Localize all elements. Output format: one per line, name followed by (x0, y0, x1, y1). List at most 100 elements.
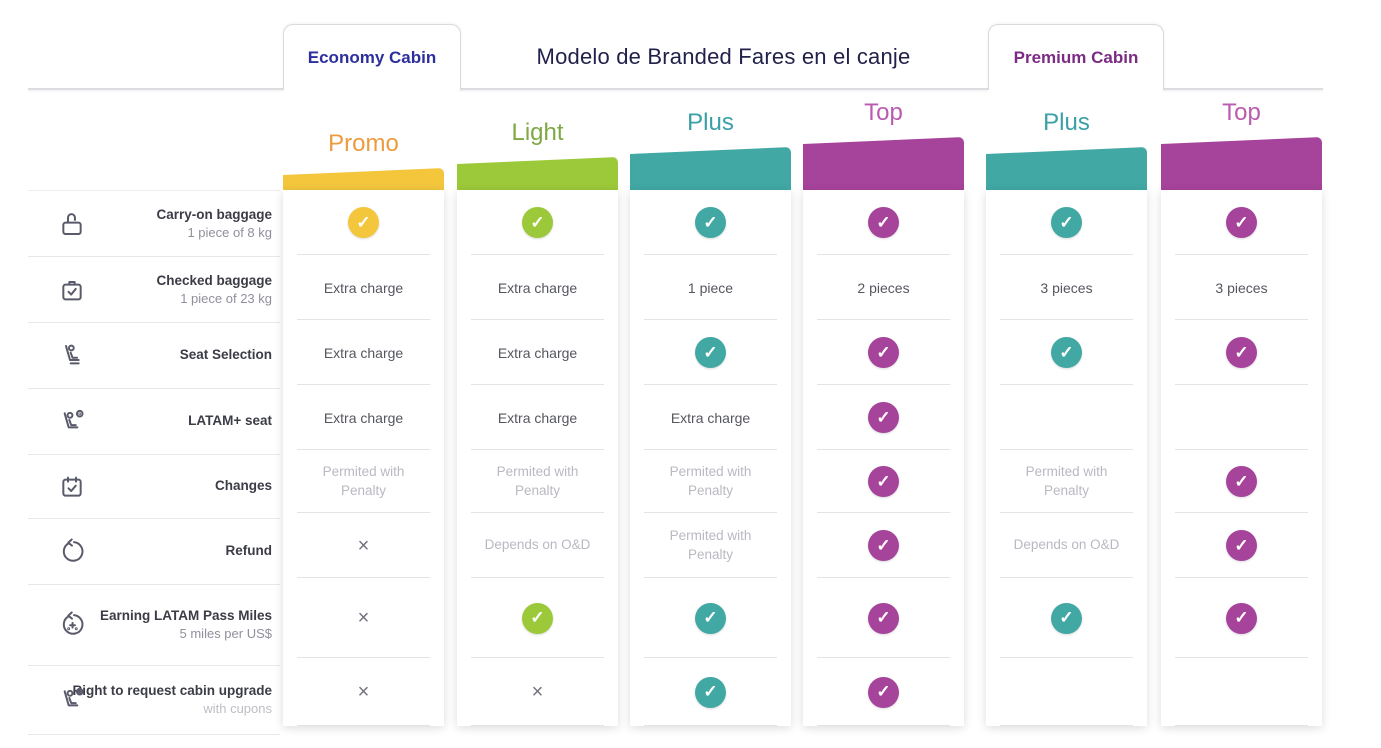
cell-premium-top-carry-on-baggage: ✓ (1161, 190, 1322, 255)
cell-economy-plus-earning-latam-pass-miles: ✓ (630, 578, 791, 658)
row-label-text-checked-baggage: Checked baggage 1 piece of 23 kg (156, 272, 280, 308)
row-title: LATAM+ seat (188, 413, 272, 429)
cell-economy-light-checked-baggage: Extra charge (457, 255, 618, 320)
cell-economy-light-carry-on-baggage: ✓ (457, 190, 618, 255)
cell-economy-light-refund: Depends on O&D (457, 513, 618, 578)
cell-divider (817, 449, 950, 450)
cell-divider (1000, 319, 1133, 320)
row-title: Changes (214, 478, 272, 494)
fare-name-economy-light: Light (511, 119, 564, 146)
row-title: Earning LATAM Pass Miles (99, 608, 272, 624)
fare-banner-premium-top (1161, 137, 1322, 190)
cell-divider (1000, 577, 1133, 578)
cross-icon: × (357, 607, 370, 629)
tab-premium-cabin[interactable]: Premium Cabin (988, 24, 1164, 90)
cell-value: 3 pieces (1215, 279, 1268, 296)
fare-banner-economy-promo (283, 168, 444, 190)
cell-premium-plus-seat-selection: ✓ (986, 320, 1147, 385)
fare-banner-economy-light (457, 157, 618, 190)
carry-on-baggage-icon (56, 208, 88, 240)
cell-divider (1175, 512, 1308, 513)
latam-plus-seat-icon (56, 406, 88, 438)
cell-premium-plus-refund: Depends on O&D (986, 513, 1147, 578)
cell-divider (644, 725, 777, 726)
check-icon: ✓ (868, 530, 899, 561)
cell-divider (1175, 725, 1308, 726)
cell-divider (1175, 657, 1308, 658)
cell-economy-light-latam-seat: Extra charge (457, 385, 618, 450)
cell-economy-promo-seat-selection: Extra charge (283, 320, 444, 385)
cell-economy-plus-checked-baggage: 1 piece (630, 255, 791, 320)
check-icon: ✓ (868, 337, 899, 368)
check-icon: ✓ (868, 207, 899, 238)
fare-column-header-economy-top: Top (803, 99, 964, 190)
cell-premium-top-refund: ✓ (1161, 513, 1322, 578)
row-title: Right to request cabin upgrade (72, 683, 272, 699)
tab-economy-cabin-label: Economy Cabin (307, 47, 437, 67)
row-subtitle: 1 piece of 8 kg (187, 224, 272, 240)
refund-icon (56, 536, 88, 568)
cell-economy-promo-earning-latam-pass-miles: × (283, 578, 444, 658)
cell-premium-plus-earning-latam-pass-miles: ✓ (986, 578, 1147, 658)
cell-divider (644, 577, 777, 578)
cell-divider (817, 512, 950, 513)
cell-divider (644, 449, 777, 450)
cell-economy-top-carry-on-baggage: ✓ (803, 190, 964, 255)
cell-economy-plus-right-to-request-cabin-upgrade: ✓ (630, 658, 791, 726)
cell-divider (471, 725, 604, 726)
row-label-carry-on-baggage: Carry-on baggage 1 piece of 8 kg (28, 190, 280, 257)
check-icon: ✓ (1226, 602, 1257, 634)
check-icon: ✓ (1051, 602, 1082, 634)
cell-divider (817, 319, 950, 320)
fare-name-economy-promo: Promo (328, 130, 399, 157)
tabs-baseline-left (28, 88, 283, 90)
cell-economy-promo-checked-baggage: Extra charge (283, 255, 444, 320)
cell-premium-top-earning-latam-pass-miles: ✓ (1161, 578, 1322, 658)
fare-column-header-economy-promo: Promo (283, 100, 444, 190)
cross-icon: × (531, 681, 544, 703)
cell-value: Permited with Penalty (322, 464, 405, 498)
cell-value: 1 piece (687, 279, 734, 296)
cell-value: Extra charge (323, 279, 404, 296)
tab-economy-cabin[interactable]: Economy Cabin (283, 24, 461, 90)
fare-banner-premium-plus (986, 147, 1147, 190)
cell-divider (817, 254, 950, 255)
cell-divider (644, 319, 777, 320)
row-subtitle: with cupons (203, 701, 272, 717)
fare-name-economy-top: Top (864, 99, 903, 126)
cell-divider (1175, 319, 1308, 320)
cell-divider (297, 449, 430, 450)
cell-value: Extra charge (497, 409, 578, 426)
cell-value: Extra charge (670, 409, 751, 426)
cell-premium-top-seat-selection: ✓ (1161, 320, 1322, 385)
check-icon: ✓ (868, 676, 899, 708)
cell-economy-light-seat-selection: Extra charge (457, 320, 618, 385)
cell-premium-top-checked-baggage: 3 pieces (1161, 255, 1322, 320)
row-label-changes: Changes (28, 455, 280, 519)
cell-economy-light-changes: Permited with Penalty (457, 450, 618, 513)
cell-divider (471, 449, 604, 450)
cell-divider (471, 577, 604, 578)
fare-card-premium-plus: ✓ 3 pieces ✓ Permited with Penalty Depends o… (986, 190, 1147, 726)
check-icon: ✓ (522, 207, 553, 238)
cell-value: Permited with Penalty (1025, 464, 1108, 498)
cell-economy-top-earning-latam-pass-miles: ✓ (803, 578, 964, 658)
row-label-text-earning-latam-pass-miles: Earning LATAM Pass Miles 5 miles per US$ (100, 607, 280, 643)
cell-premium-plus-changes: Permited with Penalty (986, 450, 1147, 513)
check-icon: ✓ (1226, 337, 1257, 368)
check-icon: ✓ (695, 602, 726, 634)
cell-divider (1175, 384, 1308, 385)
cell-economy-promo-changes: Permited with Penalty (283, 450, 444, 513)
cell-divider (471, 512, 604, 513)
cell-economy-light-right-to-request-cabin-upgrade: × (457, 658, 618, 726)
cell-divider (644, 657, 777, 658)
cell-divider (1000, 657, 1133, 658)
cell-value: Extra charge (497, 279, 578, 296)
cell-value: Extra charge (323, 344, 404, 361)
row-title: Seat Selection (179, 347, 272, 363)
cell-divider (471, 384, 604, 385)
cell-premium-plus-right-to-request-cabin-upgrade (986, 658, 1147, 726)
fare-banner-economy-plus (630, 147, 791, 190)
cell-economy-top-changes: ✓ (803, 450, 964, 513)
fare-column-header-economy-plus: Plus (630, 100, 791, 190)
